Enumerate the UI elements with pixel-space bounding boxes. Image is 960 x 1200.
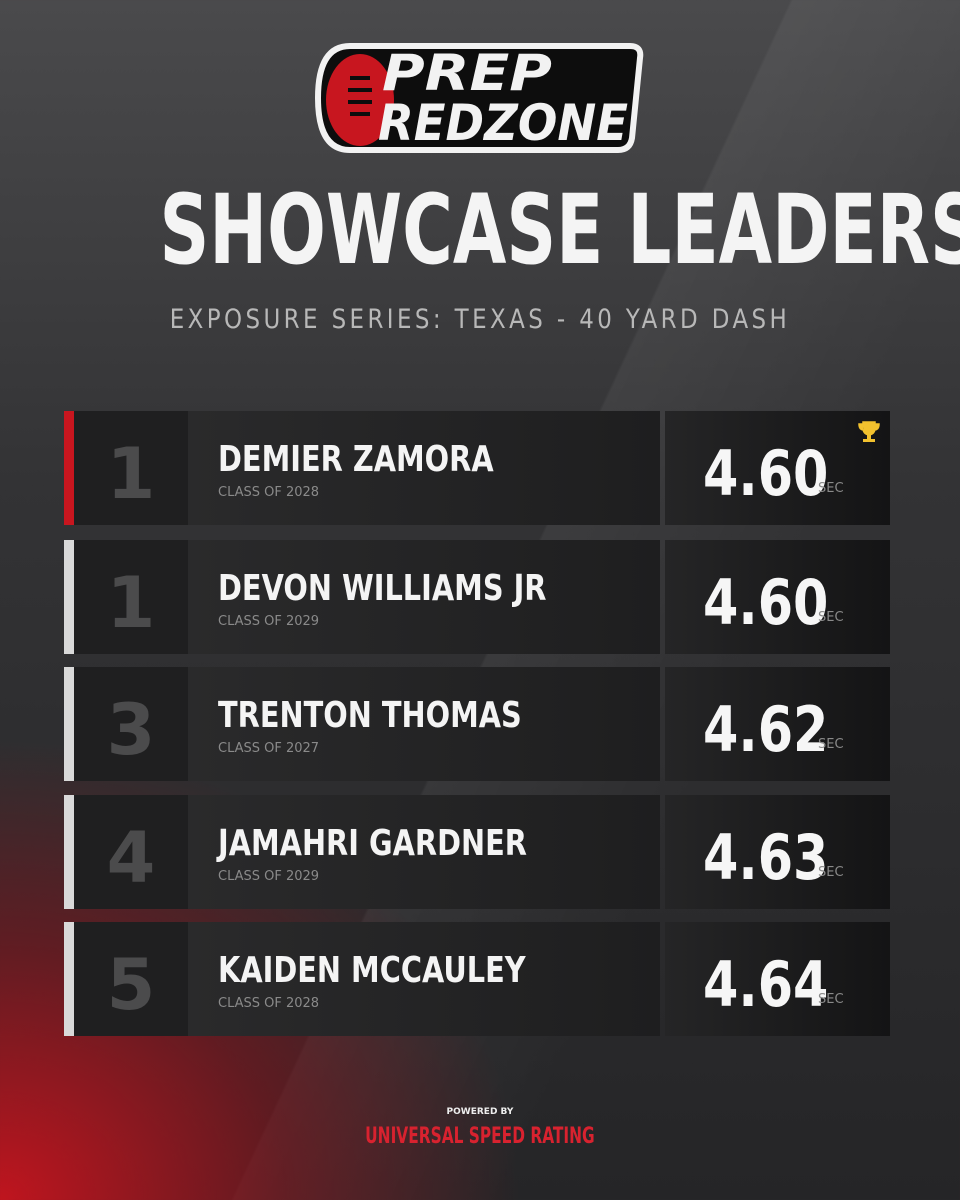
logo-laces <box>348 76 372 116</box>
leader-row: 3 TRENTON THOMAS CLASS OF 2027 4.62 SEC <box>64 667 890 781</box>
title: SHOWCASE LEADERS <box>159 174 960 286</box>
player-name: TRENTON THOMAS <box>218 695 522 736</box>
name-cell: KAIDEN MCCAULEY CLASS OF 2028 <box>188 922 660 1036</box>
logo-badge <box>314 43 644 153</box>
player-class: CLASS OF 2029 <box>218 869 320 884</box>
time-unit: SEC <box>818 992 844 1007</box>
title-wrap: SHOWCASE LEADERS <box>0 180 960 280</box>
rank-cell: 1 <box>74 540 188 654</box>
rank: 4 <box>106 817 156 899</box>
name-cell: DEVON WILLIAMS JR CLASS OF 2029 <box>188 540 660 654</box>
player-name: JAMAHRI GARDNER <box>218 823 527 864</box>
rank-cell: 3 <box>74 667 188 781</box>
player-class: CLASS OF 2027 <box>218 741 320 756</box>
name-cell: JAMAHRI GARDNER CLASS OF 2029 <box>188 795 660 909</box>
player-class: CLASS OF 2029 <box>218 614 320 629</box>
rank-cell: 1 <box>74 411 188 525</box>
time-unit: SEC <box>818 737 844 752</box>
trophy-icon <box>858 421 880 442</box>
leader-row: 1 DEMIER ZAMORA CLASS OF 2028 4.60 SEC <box>64 411 890 525</box>
time: 4.60 <box>703 437 829 510</box>
brand: UNIVERSAL SPEED RATING <box>365 1124 595 1149</box>
player-name: DEVON WILLIAMS JR <box>218 568 547 609</box>
player-class: CLASS OF 2028 <box>218 996 320 1011</box>
time-cell: 4.60 SEC <box>665 411 890 525</box>
time: 4.63 <box>703 821 829 894</box>
logo-bottom: REDZONE <box>378 94 628 152</box>
time-cell: 4.64 SEC <box>665 922 890 1036</box>
player-class: CLASS OF 2028 <box>218 485 320 500</box>
time: 4.60 <box>703 566 829 639</box>
leader-row: 4 JAMAHRI GARDNER CLASS OF 2029 4.63 SEC <box>64 795 890 909</box>
time-unit: SEC <box>818 865 844 880</box>
time-cell: 4.60 SEC <box>665 540 890 654</box>
row-accent <box>64 922 74 1036</box>
row-accent <box>64 667 74 781</box>
row-accent <box>64 411 74 525</box>
time-unit: SEC <box>818 610 844 625</box>
rank: 5 <box>106 944 156 1026</box>
player-name: DEMIER ZAMORA <box>218 439 494 480</box>
time-cell: 4.62 SEC <box>665 667 890 781</box>
subtitle: EXPOSURE SERIES: TEXAS - 40 YARD DASH <box>169 304 791 335</box>
player-name: KAIDEN MCCAULEY <box>218 950 526 991</box>
row-accent <box>64 540 74 654</box>
rank-cell: 5 <box>74 922 188 1036</box>
time-unit: SEC <box>818 481 844 496</box>
leader-row: 5 KAIDEN MCCAULEY CLASS OF 2028 4.64 SEC <box>64 922 890 1036</box>
leader-row: 1 DEVON WILLIAMS JR CLASS OF 2029 4.60 SEC <box>64 540 890 654</box>
brand-wrap: UNIVERSAL SPEED RATING <box>0 1124 960 1149</box>
rank: 1 <box>106 433 156 515</box>
time-cell: 4.63 SEC <box>665 795 890 909</box>
time: 4.64 <box>703 948 829 1021</box>
rank: 3 <box>106 689 156 771</box>
rank-cell: 4 <box>74 795 188 909</box>
name-cell: TRENTON THOMAS CLASS OF 2027 <box>188 667 660 781</box>
time: 4.62 <box>703 693 829 766</box>
row-accent <box>64 795 74 909</box>
name-cell: DEMIER ZAMORA CLASS OF 2028 <box>188 411 660 525</box>
logo-top: PREP <box>382 44 552 102</box>
rank: 1 <box>106 562 156 644</box>
subtitle-wrap: EXPOSURE SERIES: TEXAS - 40 YARD DASH <box>0 304 960 335</box>
logo: PREP REDZONE <box>314 43 644 153</box>
powered-by: POWERED BY <box>446 1107 514 1117</box>
